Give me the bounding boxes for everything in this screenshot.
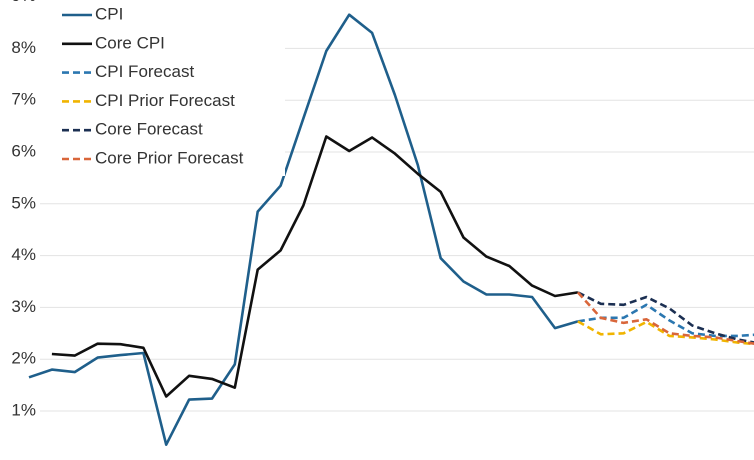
legend-label: Core Forecast xyxy=(95,120,203,139)
series-line xyxy=(577,320,754,346)
series-line xyxy=(51,135,579,398)
legend-label: CPI Forecast xyxy=(95,62,194,81)
y-tick-label: 7% xyxy=(11,90,36,109)
y-tick-label: 5% xyxy=(11,193,36,212)
legend-background xyxy=(40,0,285,176)
legend: CPI Core CPI CPI Forecast CPI Prior Forecas… xyxy=(40,0,285,176)
y-tick-label: 9% xyxy=(11,0,36,5)
y-tick-label: 2% xyxy=(11,349,36,368)
legend-label: Core Prior Forecast xyxy=(95,148,244,167)
y-tick-label: 4% xyxy=(11,245,36,264)
y-tick-label: 3% xyxy=(11,297,36,316)
lines xyxy=(28,13,754,446)
legend-label: Core CPI xyxy=(95,33,165,52)
y-tick-label: 6% xyxy=(11,141,36,160)
series-line xyxy=(577,303,754,338)
legend-label: CPI Prior Forecast xyxy=(95,91,235,110)
y-tick-label: 1% xyxy=(11,400,36,419)
y-tick-label: 8% xyxy=(11,38,36,57)
series-line xyxy=(577,291,754,344)
series-line xyxy=(28,13,579,446)
series-line xyxy=(576,291,754,345)
legend-label: CPI xyxy=(95,4,123,23)
